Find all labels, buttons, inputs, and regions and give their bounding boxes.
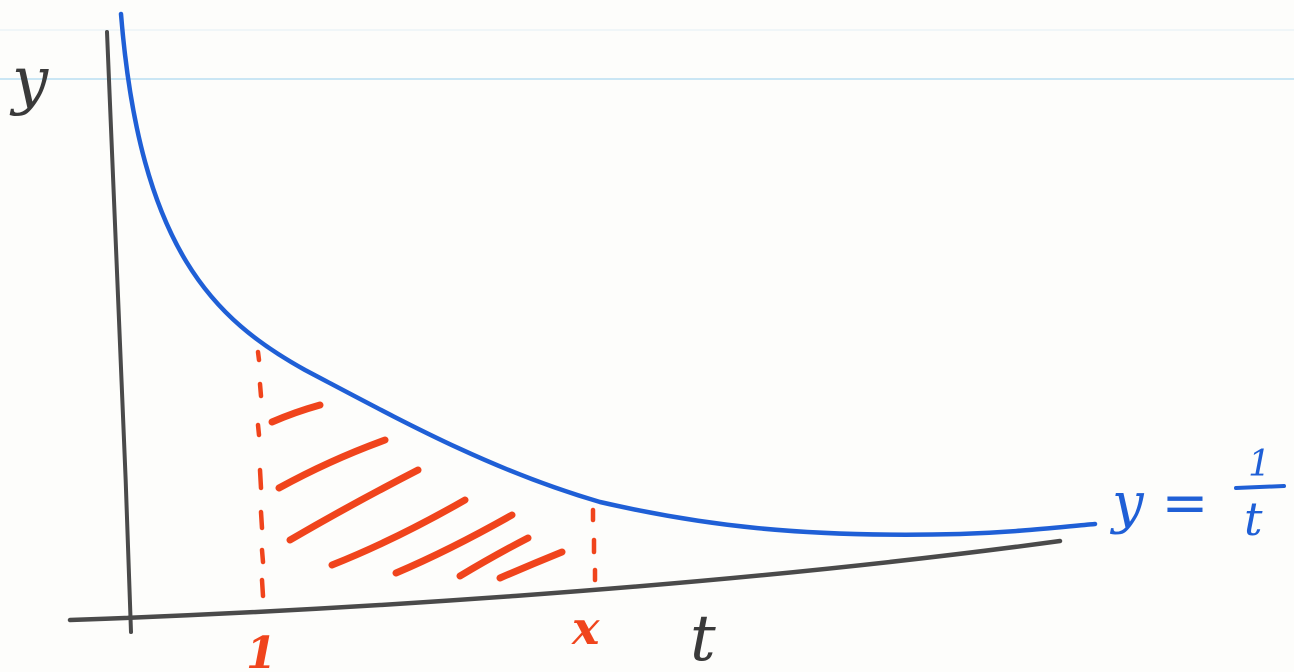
boundary-dashes-x bbox=[590, 507, 598, 583]
tick-label-one: 1 bbox=[246, 628, 277, 672]
equation-numerator: 1 bbox=[1248, 444, 1271, 485]
t-axis-label: t bbox=[690, 602, 716, 672]
boundary-dashes-one bbox=[255, 349, 266, 599]
y-axis bbox=[105, 30, 133, 634]
equation-lhs: y = bbox=[1109, 471, 1208, 536]
y-axis-label: y bbox=[9, 44, 49, 118]
curve-reciprocal bbox=[118, 11, 1098, 537]
shaded-area-hatching bbox=[268, 401, 566, 582]
tick-label-x: x bbox=[571, 601, 600, 655]
x-axis bbox=[67, 538, 1063, 623]
curve-equation-label: y = 1 t bbox=[1109, 444, 1286, 546]
equation-denominator: t bbox=[1244, 492, 1263, 546]
fraction-bar bbox=[1234, 484, 1286, 490]
